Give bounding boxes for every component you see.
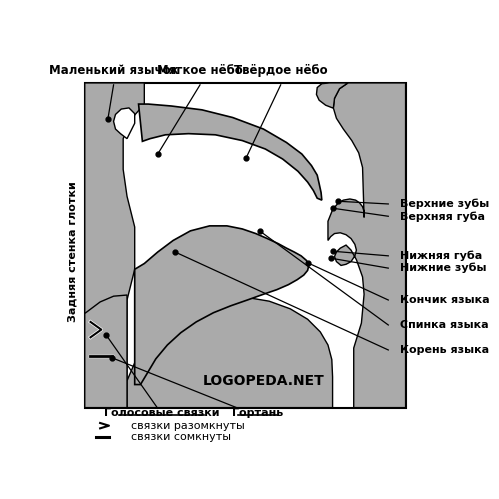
Text: Твёрдое нёбо: Твёрдое нёбо (234, 64, 327, 77)
Polygon shape (328, 83, 406, 408)
Polygon shape (316, 83, 348, 108)
Polygon shape (85, 83, 144, 408)
Polygon shape (127, 297, 332, 408)
Bar (85, 83, 406, 408)
Text: связки разомкнуты: связки разомкнуты (131, 421, 245, 431)
Text: Мягкое нёбо: Мягкое нёбо (157, 64, 243, 77)
Text: Корень языка: Корень языка (400, 345, 489, 355)
Text: связки сомкнуты: связки сомкнуты (131, 432, 231, 442)
Text: Нижняя губа: Нижняя губа (400, 250, 482, 261)
Text: Верхняя губа: Верхняя губа (400, 211, 485, 222)
Polygon shape (85, 295, 127, 408)
Text: Верхние зубы: Верхние зубы (400, 199, 489, 209)
Text: Маленький язычок: Маленький язычок (49, 64, 178, 77)
Text: Гортань: Гортань (232, 408, 283, 418)
Text: Задняя стенка глотки: Задняя стенка глотки (67, 182, 77, 322)
Polygon shape (139, 104, 322, 200)
Polygon shape (114, 108, 135, 139)
Text: Кончик языка: Кончик языка (400, 295, 490, 305)
Text: Нижние зубы: Нижние зубы (400, 263, 487, 273)
Polygon shape (135, 226, 309, 385)
Text: Спинка языка: Спинка языка (400, 320, 489, 330)
Text: Голосовые связки: Голосовые связки (104, 408, 220, 418)
Text: LOGOPEDA.NET: LOGOPEDA.NET (203, 374, 324, 388)
